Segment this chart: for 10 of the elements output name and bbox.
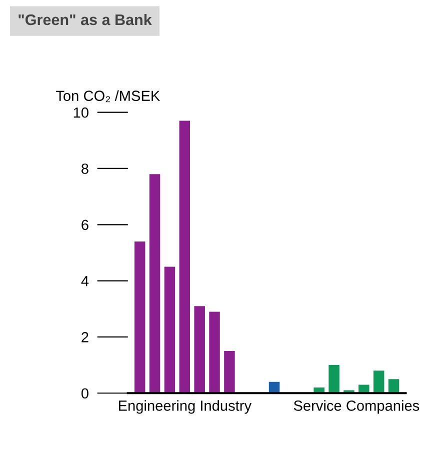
series-label: Service Companies (294, 400, 420, 414)
y-tick-label: 6 (82, 220, 88, 230)
y-tick-label: 10 (74, 107, 88, 118)
y-tick-label: 0 (81, 388, 88, 399)
chart-title: "Green" as a Bank (18, 14, 152, 26)
y-tick-label: 2 (82, 332, 88, 342)
y-tick-label: 4 (81, 276, 89, 286)
y-tick-label: 8 (82, 164, 88, 174)
series-label: Engineering Industry (118, 400, 252, 414)
y-axis-title: Ton CO₂ /MSEK (56, 90, 160, 102)
